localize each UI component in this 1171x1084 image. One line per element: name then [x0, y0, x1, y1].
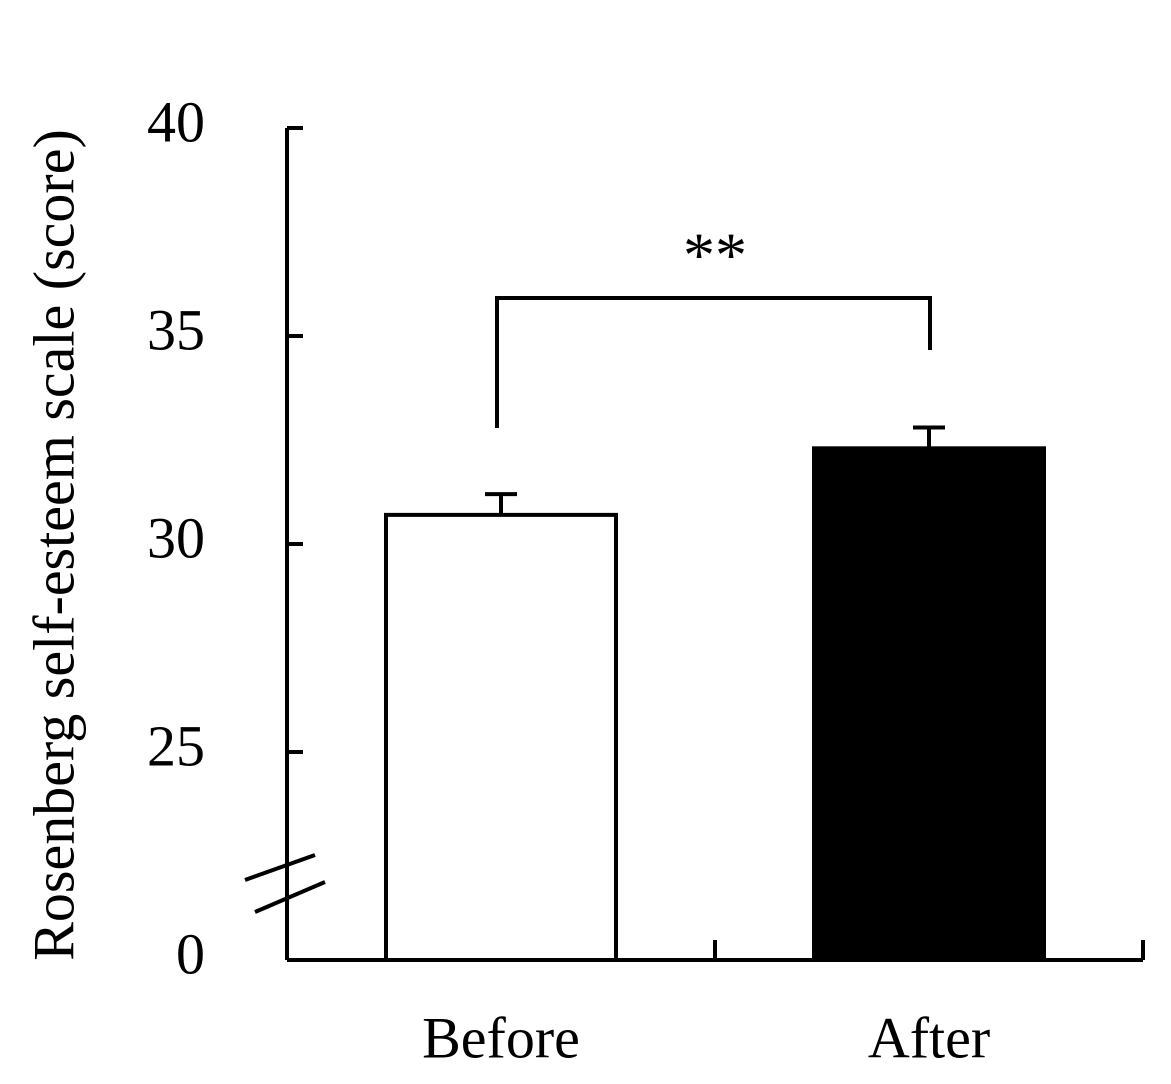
y-tick-label: 35: [147, 297, 205, 362]
bar: [812, 446, 1046, 962]
x-tick-label: Before: [422, 1005, 580, 1070]
y-axis-label: Rosenberg self-esteem scale (score): [21, 129, 86, 961]
significance-label: **: [683, 220, 747, 291]
axis-break: [254, 880, 326, 914]
x-tick-label: After: [868, 1005, 990, 1070]
y-tick-label: 40: [147, 89, 205, 154]
bar: [384, 512, 618, 962]
y-tick-label: 25: [147, 713, 205, 778]
axis-break: [244, 853, 316, 882]
y-tick-label: 30: [147, 505, 205, 570]
significance-bracket: [495, 296, 932, 428]
y-tick-label: 0: [176, 921, 205, 986]
